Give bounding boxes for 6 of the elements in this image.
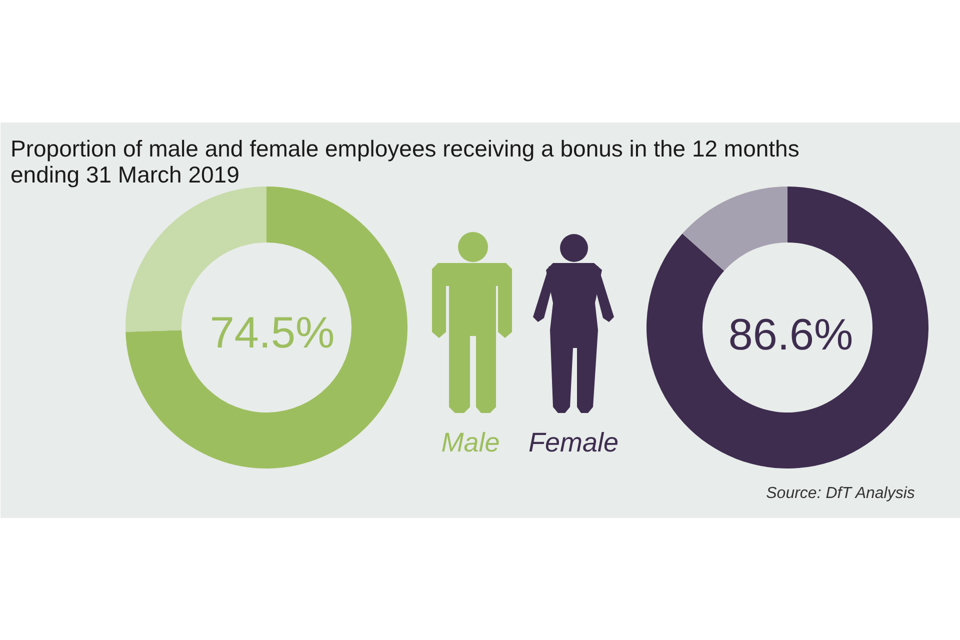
data-label: 74.5%	[210, 308, 335, 358]
data-label: 86.6%	[728, 310, 854, 360]
slice-label: Female	[528, 428, 619, 458]
slice-label: Male	[441, 428, 500, 458]
chart-title: Proportion of male and female employees receiving a bonus in the 12 months ending 31 March 2019	[10, 136, 800, 188]
source-note: Source: DfT Analysis	[766, 485, 915, 502]
